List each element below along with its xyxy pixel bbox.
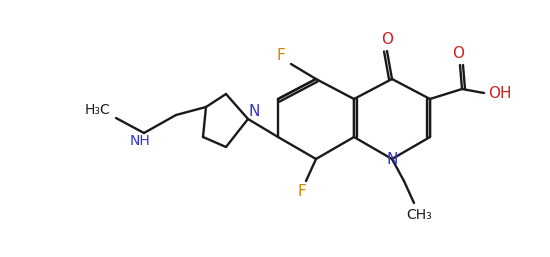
Text: O: O (452, 45, 464, 60)
Text: F: F (277, 49, 285, 63)
Text: F: F (298, 183, 306, 198)
Text: O: O (381, 32, 393, 47)
Text: N: N (386, 151, 398, 167)
Text: N: N (248, 104, 260, 118)
Text: H₃C: H₃C (85, 103, 111, 117)
Text: NH: NH (130, 134, 150, 148)
Text: CH₃: CH₃ (406, 208, 432, 222)
Text: OH: OH (488, 86, 512, 100)
